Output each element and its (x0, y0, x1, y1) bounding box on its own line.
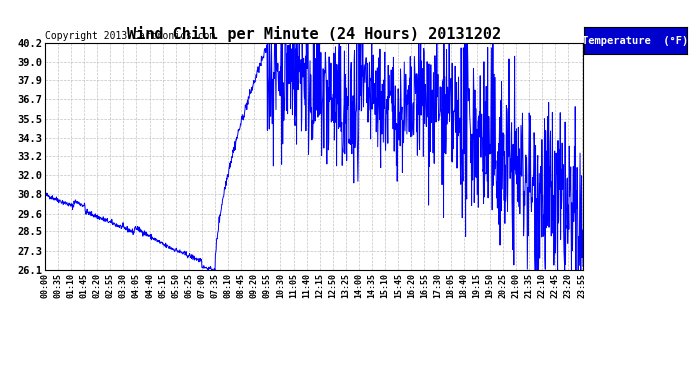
Text: Temperature  (°F): Temperature (°F) (582, 36, 689, 46)
Text: Copyright 2013 Cartronics.com: Copyright 2013 Cartronics.com (45, 31, 215, 41)
Title: Wind Chill per Minute (24 Hours) 20131202: Wind Chill per Minute (24 Hours) 2013120… (127, 26, 501, 42)
